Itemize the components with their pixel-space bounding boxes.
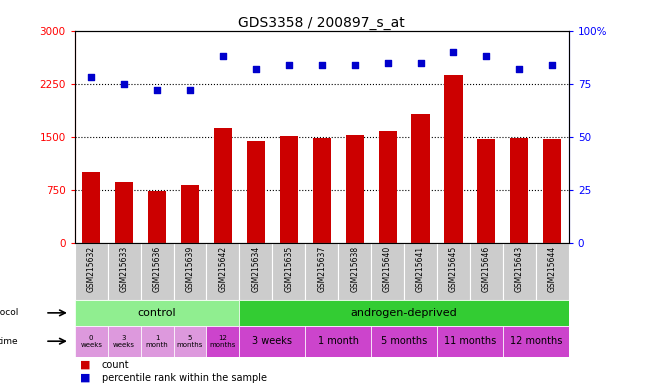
Point [185, 87, 195, 93]
Bar [239, 243, 272, 300]
Bar [306, 243, 338, 300]
Bar [470, 243, 503, 300]
Text: GSM215645: GSM215645 [449, 246, 458, 292]
Point [317, 62, 327, 68]
Bar [174, 326, 207, 357]
Text: 0
weeks: 0 weeks [80, 335, 102, 348]
Text: androgen-deprived: androgen-deprived [351, 308, 458, 318]
Bar [214, 129, 232, 243]
Bar [239, 326, 306, 357]
Text: 12
months: 12 months [210, 335, 236, 348]
Bar [437, 326, 503, 357]
Text: 3 weeks: 3 weeks [252, 336, 292, 346]
Bar [503, 243, 536, 300]
Title: GDS3358 / 200897_s_at: GDS3358 / 200897_s_at [239, 16, 405, 30]
Bar [108, 243, 140, 300]
Bar [247, 141, 265, 243]
Text: control: control [138, 308, 176, 318]
Text: GSM215632: GSM215632 [86, 246, 96, 292]
Text: GSM215636: GSM215636 [153, 246, 162, 292]
Text: 12 months: 12 months [510, 336, 562, 346]
Bar [280, 136, 298, 243]
Text: GSM215633: GSM215633 [120, 246, 129, 292]
Text: GSM215638: GSM215638 [350, 246, 359, 292]
Point [152, 87, 162, 93]
Bar [181, 185, 199, 243]
Point [481, 53, 491, 59]
Bar [503, 326, 569, 357]
Text: GSM215634: GSM215634 [252, 246, 261, 292]
Point [448, 49, 459, 55]
Bar [536, 243, 569, 300]
Bar [75, 326, 108, 357]
Bar [272, 243, 305, 300]
Bar [82, 172, 100, 243]
Bar [115, 182, 133, 243]
Bar [313, 138, 331, 243]
Text: 5
months: 5 months [177, 335, 203, 348]
Text: GSM215644: GSM215644 [548, 246, 557, 292]
Bar [75, 300, 239, 326]
Text: GSM215646: GSM215646 [482, 246, 491, 292]
Bar [148, 191, 166, 243]
Text: GSM215639: GSM215639 [185, 246, 194, 292]
Text: growth protocol: growth protocol [0, 308, 18, 317]
Text: GSM215643: GSM215643 [515, 246, 524, 292]
Point [119, 81, 129, 87]
Bar [338, 243, 371, 300]
Point [283, 62, 294, 68]
Bar [371, 326, 437, 357]
Bar [404, 243, 437, 300]
Text: GSM215641: GSM215641 [416, 246, 425, 292]
Point [382, 60, 393, 66]
Text: ■: ■ [80, 360, 90, 370]
Text: GSM215635: GSM215635 [284, 246, 293, 292]
Bar [207, 326, 239, 357]
Bar [437, 243, 470, 300]
Text: GSM215640: GSM215640 [383, 246, 392, 292]
Text: 1
month: 1 month [146, 335, 168, 348]
Bar [140, 326, 174, 357]
Bar [510, 138, 528, 243]
Bar [411, 114, 430, 243]
Text: 5 months: 5 months [381, 336, 427, 346]
Bar [306, 326, 371, 357]
Point [415, 60, 426, 66]
Point [547, 62, 558, 68]
Bar [445, 74, 463, 243]
Point [218, 53, 228, 59]
Point [514, 66, 525, 72]
Text: GSM215642: GSM215642 [218, 246, 227, 292]
Text: GSM215637: GSM215637 [317, 246, 326, 292]
Point [251, 66, 261, 72]
Text: 11 months: 11 months [444, 336, 496, 346]
Bar [477, 139, 495, 243]
Point [86, 74, 96, 81]
Text: time: time [0, 337, 18, 346]
Bar [75, 243, 108, 300]
Bar [140, 243, 174, 300]
Bar [108, 326, 140, 357]
Bar [207, 243, 239, 300]
Bar [543, 139, 562, 243]
Bar [378, 131, 396, 243]
Text: 1 month: 1 month [318, 336, 359, 346]
Text: count: count [102, 360, 129, 370]
Bar [346, 135, 364, 243]
Text: percentile rank within the sample: percentile rank within the sample [102, 373, 267, 383]
Text: ■: ■ [80, 373, 90, 383]
Point [350, 62, 360, 68]
Bar [174, 243, 207, 300]
Bar [371, 243, 404, 300]
Text: 3
weeks: 3 weeks [113, 335, 135, 348]
Bar [239, 300, 569, 326]
